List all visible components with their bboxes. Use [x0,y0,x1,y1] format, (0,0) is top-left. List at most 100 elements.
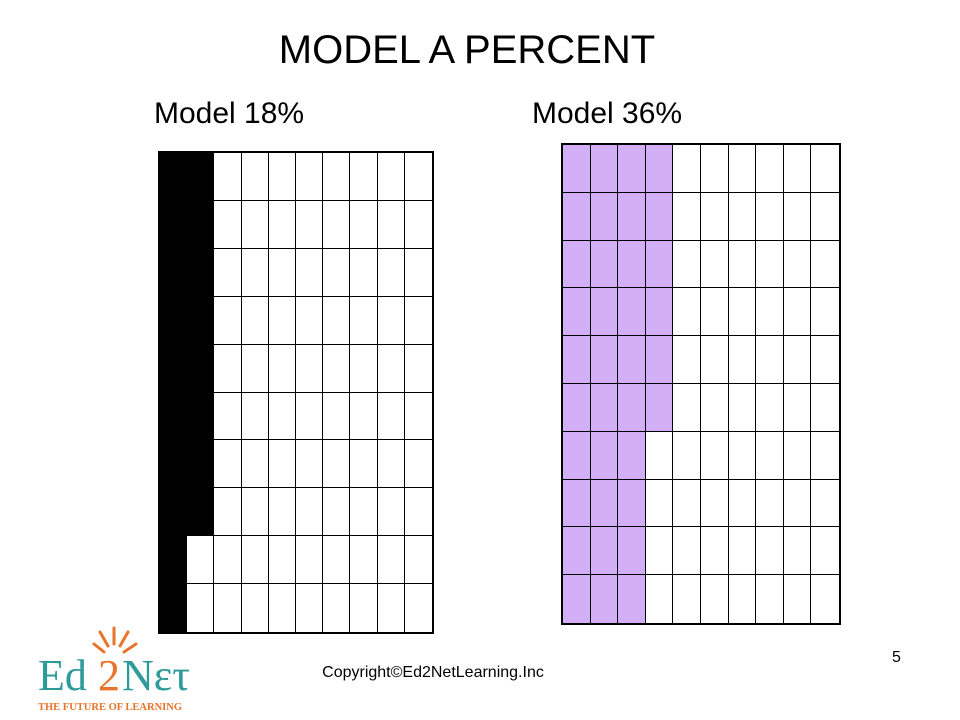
empty-cell [701,575,729,623]
shaded-cell [563,479,591,528]
empty-cell [673,336,701,384]
empty-cell [377,536,405,585]
empty-cell [673,431,701,480]
shaded-cell [563,145,591,193]
empty-cell [296,488,324,537]
empty-cell [350,344,378,393]
shaded-cell [645,192,674,241]
empty-cell [404,153,432,201]
model-36-label: Model 36% [532,97,683,130]
shaded-cell [160,248,188,297]
empty-cell [350,200,378,249]
empty-cell [673,192,701,241]
empty-cell [645,431,674,480]
empty-cell [728,431,757,480]
empty-cell [645,479,674,528]
shaded-cell [645,288,674,337]
empty-cell [323,584,351,632]
empty-cell [241,344,269,393]
logo-tagline: THE FUTURE OF LEARNING [38,702,182,713]
empty-cell [673,479,701,528]
empty-cell [811,383,839,432]
empty-cell [377,248,405,297]
shaded-cell [187,344,215,393]
empty-cell [701,479,729,528]
empty-cell [296,392,324,441]
empty-cell [756,336,784,384]
empty-cell [728,145,757,193]
empty-cell [783,383,812,432]
empty-cell [783,240,812,289]
empty-cell [756,527,784,576]
shaded-cell [590,527,619,576]
empty-cell [350,440,378,489]
empty-cell [701,383,729,432]
empty-cell [756,575,784,623]
empty-cell [377,200,405,249]
empty-cell [756,145,784,193]
empty-cell [323,153,351,201]
shaded-cell [645,145,674,193]
empty-cell [350,153,378,201]
empty-cell [783,336,812,384]
empty-cell [187,536,215,585]
shaded-cell [590,383,619,432]
empty-cell [377,392,405,441]
shaded-cell [563,192,591,241]
shaded-cell [645,383,674,432]
shaded-cell [618,145,646,193]
empty-cell [783,145,812,193]
empty-cell [296,200,324,249]
empty-cell [268,248,296,297]
empty-cell [404,296,432,345]
empty-cell [811,575,839,623]
empty-cell [241,536,269,585]
shaded-cell [563,527,591,576]
shaded-cell [563,288,591,337]
empty-cell [728,527,757,576]
shaded-cell [160,584,188,632]
empty-cell [241,248,269,297]
empty-cell [783,575,812,623]
shaded-cell [590,431,619,480]
empty-cell [783,431,812,480]
empty-cell [404,488,432,537]
shaded-cell [618,383,646,432]
shaded-cell [590,575,619,623]
empty-cell [296,248,324,297]
shaded-cell [563,575,591,623]
shaded-cell [160,344,188,393]
shaded-cell [618,240,646,289]
empty-cell [268,200,296,249]
empty-cell [323,296,351,345]
empty-cell [756,192,784,241]
empty-cell [241,296,269,345]
empty-cell [350,488,378,537]
shaded-cell [563,336,591,384]
shaded-cell [187,200,215,249]
shaded-cell [187,440,215,489]
empty-cell [296,153,324,201]
empty-cell [377,488,405,537]
empty-cell [404,584,432,632]
empty-cell [296,344,324,393]
empty-cell [241,440,269,489]
shaded-cell [187,248,215,297]
shaded-cell [160,153,188,201]
empty-cell [404,248,432,297]
shaded-cell [160,296,188,345]
shaded-cell [590,240,619,289]
empty-cell [241,392,269,441]
empty-cell [377,344,405,393]
empty-cell [811,431,839,480]
shaded-cell [645,240,674,289]
shaded-cell [187,296,215,345]
empty-cell [701,192,729,241]
empty-cell [701,336,729,384]
shaded-cell [590,288,619,337]
empty-cell [701,431,729,480]
empty-cell [701,145,729,193]
empty-cell [214,296,242,345]
empty-cell [783,192,812,241]
shaded-cell [563,431,591,480]
